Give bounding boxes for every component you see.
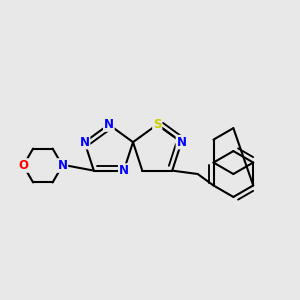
Text: N: N (57, 159, 68, 172)
Text: N: N (176, 136, 187, 148)
Text: N: N (80, 136, 90, 148)
Text: S: S (153, 118, 161, 131)
Text: N: N (104, 118, 114, 131)
Text: O: O (18, 159, 28, 172)
Text: N: N (119, 164, 129, 177)
